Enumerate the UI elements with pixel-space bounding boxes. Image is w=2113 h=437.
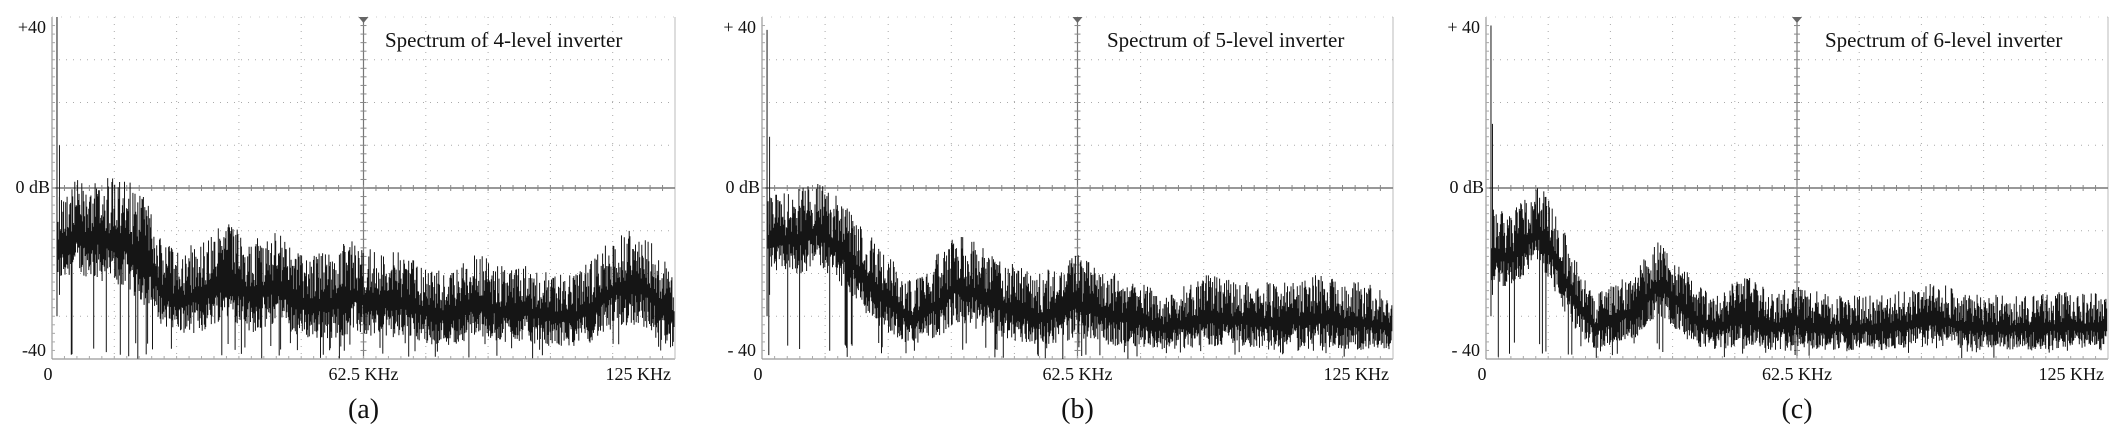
y-tick-label-zero: 0 dB	[725, 177, 760, 197]
chart-title: Spectrum of 5-level inverter	[1107, 28, 1344, 52]
chart-title: Spectrum of 4-level inverter	[385, 28, 622, 52]
center-marker-icon	[358, 17, 369, 23]
y-tick-label-bottom: - 40	[1452, 340, 1481, 360]
y-tick-label-bottom: - 40	[728, 340, 757, 360]
panel-caption: (a)	[348, 394, 379, 425]
y-tick-label-top: +40	[18, 17, 46, 37]
y-tick-label-zero: 0 dB	[1449, 177, 1484, 197]
x-tick-label-end: 125 KHz	[1324, 364, 1390, 384]
x-tick-label-start: 0	[754, 364, 763, 384]
grid	[761, 16, 1394, 360]
y-tick-label-top: + 40	[1447, 17, 1480, 37]
grid	[51, 16, 676, 360]
y-tick-label-top: + 40	[723, 17, 756, 37]
center-marker-icon	[1792, 17, 1802, 23]
spectrum-trace	[56, 17, 675, 359]
x-tick-label-mid: 62.5 KHz	[329, 364, 399, 384]
panel-caption: (b)	[1061, 394, 1094, 425]
y-tick-label-bottom: -40	[22, 340, 46, 360]
panel-c-6-level-spectrum: Spectrum of 6-level inverter + 40 0 dB -…	[1447, 16, 2109, 425]
panel-a-4-level-spectrum: Spectrum of 4-level inverter +40 0 dB -4…	[15, 16, 676, 425]
x-tick-label-end: 125 KHz	[2039, 364, 2105, 384]
panel-b-5-level-spectrum: Spectrum of 5-level inverter + 40 0 dB -…	[723, 16, 1394, 425]
spectrum-trace	[766, 29, 1393, 359]
chart-title: Spectrum of 6-level inverter	[1825, 28, 2062, 52]
center-marker-icon	[1072, 17, 1083, 23]
x-tick-label-mid: 62.5 KHz	[1762, 364, 1832, 384]
x-tick-label-start: 0	[1478, 364, 1487, 384]
spectrum-trace	[1490, 25, 2108, 359]
panel-caption: (c)	[1781, 394, 1812, 425]
x-tick-label-mid: 62.5 KHz	[1043, 364, 1113, 384]
y-tick-label-zero: 0 dB	[15, 177, 50, 197]
x-tick-label-start: 0	[44, 364, 53, 384]
x-tick-label-end: 125 KHz	[606, 364, 672, 384]
